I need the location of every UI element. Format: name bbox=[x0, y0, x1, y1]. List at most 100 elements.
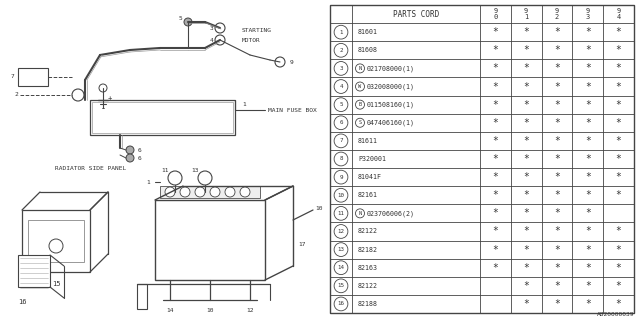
Text: 9: 9 bbox=[290, 60, 294, 65]
Bar bbox=[22, 210, 90, 272]
Circle shape bbox=[334, 297, 348, 311]
Text: 3: 3 bbox=[586, 14, 590, 20]
Text: *: * bbox=[585, 118, 591, 128]
Text: *: * bbox=[585, 172, 591, 182]
Text: *: * bbox=[554, 172, 560, 182]
Circle shape bbox=[180, 187, 190, 197]
Text: *: * bbox=[524, 244, 529, 255]
Text: 16: 16 bbox=[18, 299, 26, 305]
Bar bbox=[92, 102, 233, 133]
Text: *: * bbox=[524, 299, 529, 309]
Text: *: * bbox=[524, 136, 529, 146]
Text: *: * bbox=[554, 63, 560, 73]
Text: *: * bbox=[616, 63, 621, 73]
Text: *: * bbox=[492, 190, 499, 200]
Text: *: * bbox=[524, 208, 529, 218]
Circle shape bbox=[225, 187, 235, 197]
Text: *: * bbox=[585, 227, 591, 236]
Circle shape bbox=[275, 57, 285, 67]
Text: *: * bbox=[492, 82, 499, 92]
Text: 82188: 82188 bbox=[358, 301, 378, 307]
Text: 13: 13 bbox=[337, 247, 344, 252]
Bar bbox=[18, 68, 48, 86]
Text: 4: 4 bbox=[616, 14, 621, 20]
Text: *: * bbox=[616, 100, 621, 110]
Text: MOTOR: MOTOR bbox=[242, 37, 260, 43]
Text: *: * bbox=[554, 263, 560, 273]
Text: *: * bbox=[554, 281, 560, 291]
Circle shape bbox=[334, 152, 348, 166]
Text: *: * bbox=[585, 82, 591, 92]
Text: *: * bbox=[585, 281, 591, 291]
Text: *: * bbox=[524, 227, 529, 236]
Text: 15: 15 bbox=[52, 281, 60, 287]
Text: *: * bbox=[492, 244, 499, 255]
Text: 10: 10 bbox=[315, 205, 323, 211]
Text: *: * bbox=[616, 27, 621, 37]
Text: 82161: 82161 bbox=[358, 192, 378, 198]
Text: *: * bbox=[616, 154, 621, 164]
Text: A820000039: A820000039 bbox=[596, 311, 634, 316]
Bar bbox=[137, 284, 147, 309]
Text: *: * bbox=[616, 136, 621, 146]
Text: *: * bbox=[616, 281, 621, 291]
Bar bbox=[160, 186, 260, 198]
Text: 1: 1 bbox=[339, 30, 343, 35]
Text: 5: 5 bbox=[339, 102, 343, 107]
Circle shape bbox=[334, 188, 348, 202]
Text: 81611: 81611 bbox=[358, 138, 378, 144]
Text: *: * bbox=[554, 45, 560, 55]
Text: *: * bbox=[585, 45, 591, 55]
Circle shape bbox=[165, 187, 175, 197]
Circle shape bbox=[210, 187, 220, 197]
Text: 2: 2 bbox=[14, 92, 18, 98]
Circle shape bbox=[126, 154, 134, 162]
Circle shape bbox=[195, 187, 205, 197]
Text: *: * bbox=[524, 281, 529, 291]
Text: 13: 13 bbox=[191, 167, 199, 172]
Circle shape bbox=[334, 25, 348, 39]
Text: 9: 9 bbox=[616, 8, 621, 14]
Text: 021708000(1): 021708000(1) bbox=[367, 65, 415, 72]
Text: 14: 14 bbox=[166, 308, 173, 313]
Text: P320001: P320001 bbox=[358, 156, 386, 162]
Circle shape bbox=[334, 98, 348, 112]
Bar bbox=[28, 220, 84, 262]
Text: 11: 11 bbox=[161, 167, 169, 172]
Text: 0: 0 bbox=[493, 14, 497, 20]
Text: 011508160(1): 011508160(1) bbox=[367, 101, 415, 108]
Text: 16: 16 bbox=[337, 301, 344, 307]
Circle shape bbox=[355, 64, 365, 73]
Text: *: * bbox=[492, 227, 499, 236]
Text: 15: 15 bbox=[337, 283, 344, 288]
Text: *: * bbox=[616, 118, 621, 128]
Text: *: * bbox=[524, 82, 529, 92]
Text: 17: 17 bbox=[298, 243, 305, 247]
Text: *: * bbox=[524, 154, 529, 164]
Circle shape bbox=[334, 44, 348, 57]
Text: *: * bbox=[524, 263, 529, 273]
Text: *: * bbox=[492, 118, 499, 128]
Text: *: * bbox=[492, 263, 499, 273]
Text: *: * bbox=[585, 100, 591, 110]
Circle shape bbox=[334, 243, 348, 256]
Text: *: * bbox=[585, 63, 591, 73]
Text: RADIATOR SIDE PANEL: RADIATOR SIDE PANEL bbox=[55, 165, 126, 171]
Text: *: * bbox=[616, 172, 621, 182]
Text: 12: 12 bbox=[337, 229, 344, 234]
Text: 82122: 82122 bbox=[358, 228, 378, 235]
Text: *: * bbox=[585, 263, 591, 273]
Text: *: * bbox=[585, 208, 591, 218]
Circle shape bbox=[334, 261, 348, 275]
Circle shape bbox=[184, 18, 192, 26]
Text: N: N bbox=[358, 211, 362, 216]
Circle shape bbox=[215, 23, 225, 33]
Text: 12: 12 bbox=[246, 308, 253, 313]
Text: *: * bbox=[524, 100, 529, 110]
Text: 032008000(1): 032008000(1) bbox=[367, 83, 415, 90]
Circle shape bbox=[355, 118, 365, 127]
Text: 4: 4 bbox=[339, 84, 343, 89]
Text: 14: 14 bbox=[337, 265, 344, 270]
Text: 9: 9 bbox=[339, 175, 343, 180]
Text: *: * bbox=[616, 190, 621, 200]
